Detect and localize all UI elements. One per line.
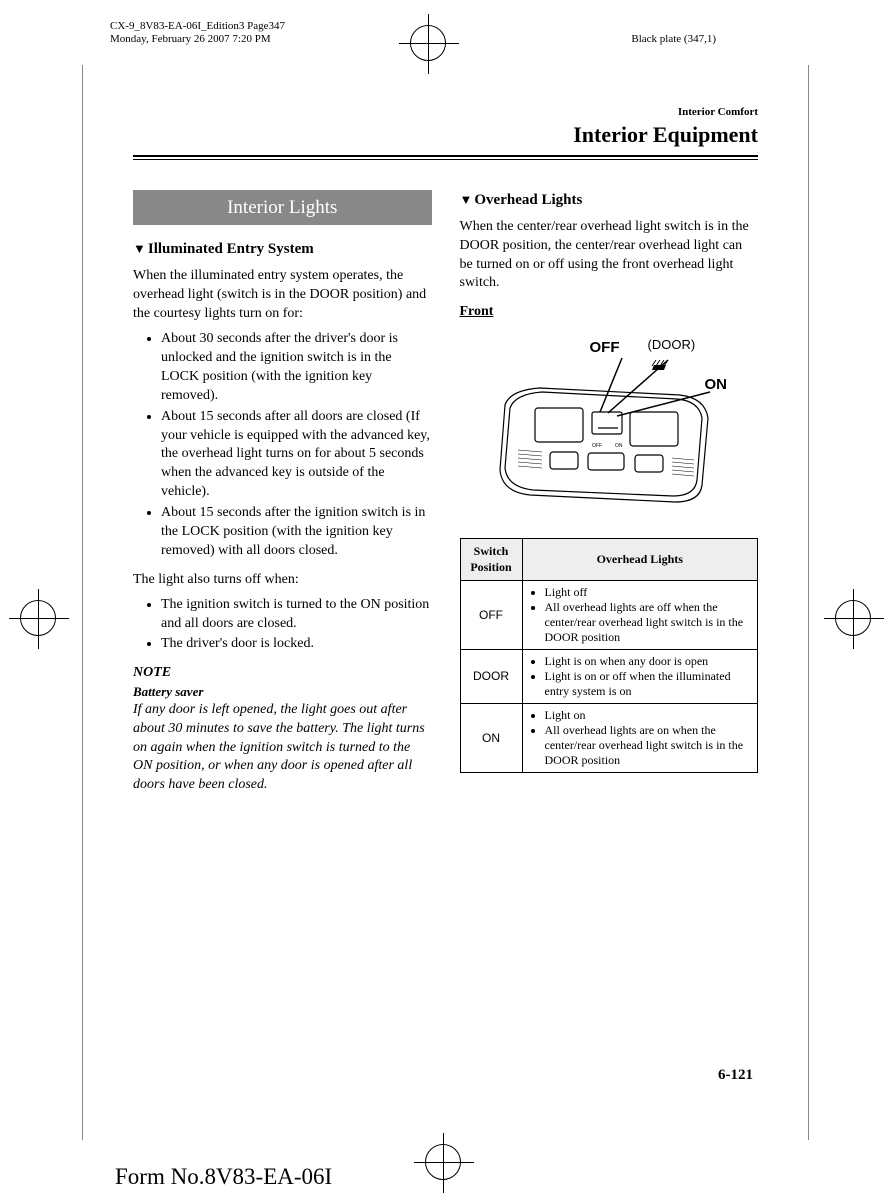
left-column: Interior Lights Illuminated Entry System… [133, 190, 432, 796]
registration-mark-icon [410, 25, 446, 61]
note-subtitle: Battery saver [133, 683, 432, 701]
table-header-row: Switch Position Overhead Lights [460, 539, 758, 580]
cell-desc: Light on All overhead lights are on when… [522, 703, 758, 772]
section-banner: Interior Lights [133, 190, 432, 226]
table-row: OFF Light off All overhead lights are of… [460, 580, 758, 649]
svg-text:ON: ON [615, 443, 623, 449]
cell-pos: DOOR [460, 649, 522, 703]
header-rule-thick [133, 155, 758, 157]
note-body: If any door is left opened, the light go… [133, 701, 432, 795]
list-item: All overhead lights are on when the cent… [545, 723, 752, 768]
page-number: 6-121 [718, 1065, 753, 1085]
switch-position-table: Switch Position Overhead Lights OFF Ligh… [460, 538, 759, 772]
cell-pos: ON [460, 703, 522, 772]
intro-paragraph: When the illuminated entry system operat… [133, 267, 432, 324]
header-large: Interior Equipment [133, 120, 758, 150]
right-column: Overhead Lights When the center/rear ove… [460, 190, 759, 796]
cell-desc: Light is on when any door is open Light … [522, 649, 758, 703]
registration-mark-icon [20, 600, 56, 636]
list-item: About 30 seconds after the driver's door… [161, 330, 432, 406]
note-title: NOTE [133, 664, 432, 683]
header-rule-thin [133, 159, 758, 160]
front-label: Front [460, 303, 759, 322]
paragraph-2: The light also turns off when: [133, 571, 432, 590]
th-position: Switch Position [460, 539, 522, 580]
overhead-console-diagram: OFF (DOOR) ON [460, 330, 759, 520]
list-item: Light is on or off when the illuminated … [545, 669, 752, 699]
bullet-list-1: About 30 seconds after the driver's door… [133, 330, 432, 561]
table-row: DOOR Light is on when any door is open L… [460, 649, 758, 703]
page-frame: Interior Comfort Interior Equipment Inte… [82, 65, 809, 1140]
form-number: Form No.8V83-EA-06I [115, 1161, 332, 1192]
svg-text:OFF: OFF [592, 443, 602, 449]
list-item: Light is on when any door is open [545, 654, 752, 669]
print-meta: CX-9_8V83-EA-06I_Edition3 Page347 Monday… [110, 20, 285, 46]
list-item: About 15 seconds after all doors are clo… [161, 408, 432, 502]
list-item: The driver's door is locked. [161, 635, 432, 654]
subhead-illuminated: Illuminated Entry System [133, 239, 432, 259]
timestamp: Monday, February 26 2007 7:20 PM [110, 33, 285, 46]
content-columns: Interior Lights Illuminated Entry System… [133, 190, 758, 796]
cell-pos: OFF [460, 580, 522, 649]
table-row: ON Light on All overhead lights are on w… [460, 703, 758, 772]
list-item: About 15 seconds after the ignition swit… [161, 504, 432, 561]
overhead-paragraph: When the center/rear overhead light swit… [460, 218, 759, 294]
registration-mark-icon [425, 1144, 461, 1180]
header-small: Interior Comfort [133, 105, 758, 120]
list-item: Light on [545, 708, 752, 723]
list-item: All overhead lights are off when the cen… [545, 600, 752, 645]
th-lights: Overhead Lights [522, 539, 758, 580]
overhead-console-icon: OFF ON [480, 350, 740, 515]
black-plate: Black plate (347,1) [631, 32, 716, 47]
subhead-overhead: Overhead Lights [460, 190, 759, 210]
registration-mark-icon [835, 600, 871, 636]
list-item: Light off [545, 585, 752, 600]
page-header: Interior Comfort Interior Equipment [133, 105, 758, 150]
doc-id: CX-9_8V83-EA-06I_Edition3 Page347 [110, 20, 285, 33]
cell-desc: Light off All overhead lights are off wh… [522, 580, 758, 649]
bullet-list-2: The ignition switch is turned to the ON … [133, 596, 432, 655]
list-item: The ignition switch is turned to the ON … [161, 596, 432, 634]
